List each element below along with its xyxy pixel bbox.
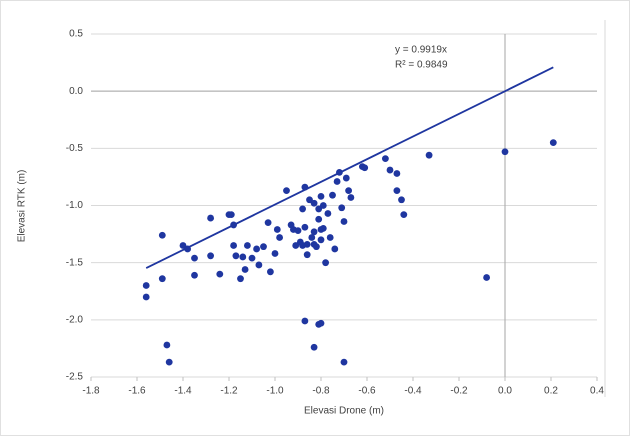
point [241, 266, 249, 273]
point [207, 252, 215, 260]
point [317, 319, 325, 327]
point [361, 164, 369, 172]
point [301, 223, 309, 231]
point [216, 270, 224, 278]
point [310, 228, 318, 236]
point [310, 199, 318, 207]
x-tick-label: -0.6 [358, 386, 376, 397]
point [303, 240, 311, 248]
point [260, 243, 267, 251]
x-tick-label: -1.2 [220, 386, 238, 397]
point [329, 191, 336, 199]
point [315, 215, 323, 223]
point [308, 234, 316, 241]
point [294, 227, 302, 235]
point [142, 282, 150, 289]
point [255, 261, 263, 269]
point [310, 343, 318, 351]
point [248, 254, 256, 262]
point [232, 252, 240, 260]
point [317, 236, 325, 244]
point [271, 250, 279, 257]
point [386, 166, 394, 174]
point [301, 317, 309, 325]
point [501, 148, 509, 156]
trendline [145, 66, 554, 269]
point [142, 293, 150, 301]
point [239, 253, 247, 261]
point [158, 231, 166, 239]
x-tick-label: -1.0 [266, 386, 284, 397]
y-tick-label: -0.5 [66, 143, 84, 154]
point [191, 271, 198, 279]
point [253, 245, 260, 253]
point [267, 268, 274, 276]
x-tick-label: -1.8 [82, 386, 100, 397]
point [340, 358, 348, 366]
point [333, 178, 341, 185]
point [158, 275, 166, 283]
point [425, 151, 433, 159]
point [338, 204, 346, 212]
x-tick-label: 0.2 [544, 386, 558, 397]
x-tick-label: 0.0 [498, 386, 512, 397]
point [264, 219, 272, 227]
point [322, 259, 329, 267]
point [549, 139, 557, 147]
point [324, 210, 332, 217]
point [331, 245, 339, 253]
point [227, 211, 235, 219]
point [191, 254, 198, 262]
point [398, 196, 405, 204]
point [319, 224, 327, 232]
x-tick-label: -1.4 [174, 386, 192, 397]
point [347, 194, 355, 201]
point [393, 170, 401, 177]
point [237, 275, 244, 283]
point [207, 214, 215, 222]
y-tick-label: -2.0 [66, 314, 84, 325]
point [163, 341, 171, 349]
point [313, 243, 320, 251]
point [165, 358, 173, 366]
x-tick-label: -0.4 [404, 386, 422, 397]
point [317, 192, 325, 200]
point [303, 251, 311, 259]
x-tick-label: 0.4 [590, 386, 604, 397]
point [283, 187, 290, 195]
point [326, 234, 334, 241]
point [382, 155, 389, 163]
point [299, 205, 306, 213]
point [342, 174, 350, 182]
y-tick-label: 0.5 [69, 29, 83, 40]
y-tick-label: -1.5 [66, 257, 84, 268]
x-tick-label: -0.8 [312, 386, 330, 397]
point [244, 242, 251, 249]
trendline-equation: y = 0.9919x [395, 45, 447, 56]
point [340, 218, 348, 225]
point [230, 242, 238, 249]
x-tick-label: -1.6 [128, 386, 146, 397]
y-tick-label: 0.0 [69, 86, 83, 97]
point [319, 202, 327, 209]
point [345, 187, 352, 195]
point [276, 234, 283, 241]
y-tick-label: -2.5 [66, 372, 84, 383]
point [273, 226, 281, 233]
point [393, 187, 401, 195]
trendline-r2: R² = 0.9849 [395, 60, 448, 71]
point [483, 274, 490, 281]
y-tick-label: -1.0 [66, 200, 84, 211]
y-axis-label: Elevasi RTK (m) [17, 170, 28, 243]
x-tick-label: -0.2 [450, 386, 468, 397]
point [400, 211, 408, 219]
x-axis-label: Elevasi Drone (m) [304, 406, 384, 417]
